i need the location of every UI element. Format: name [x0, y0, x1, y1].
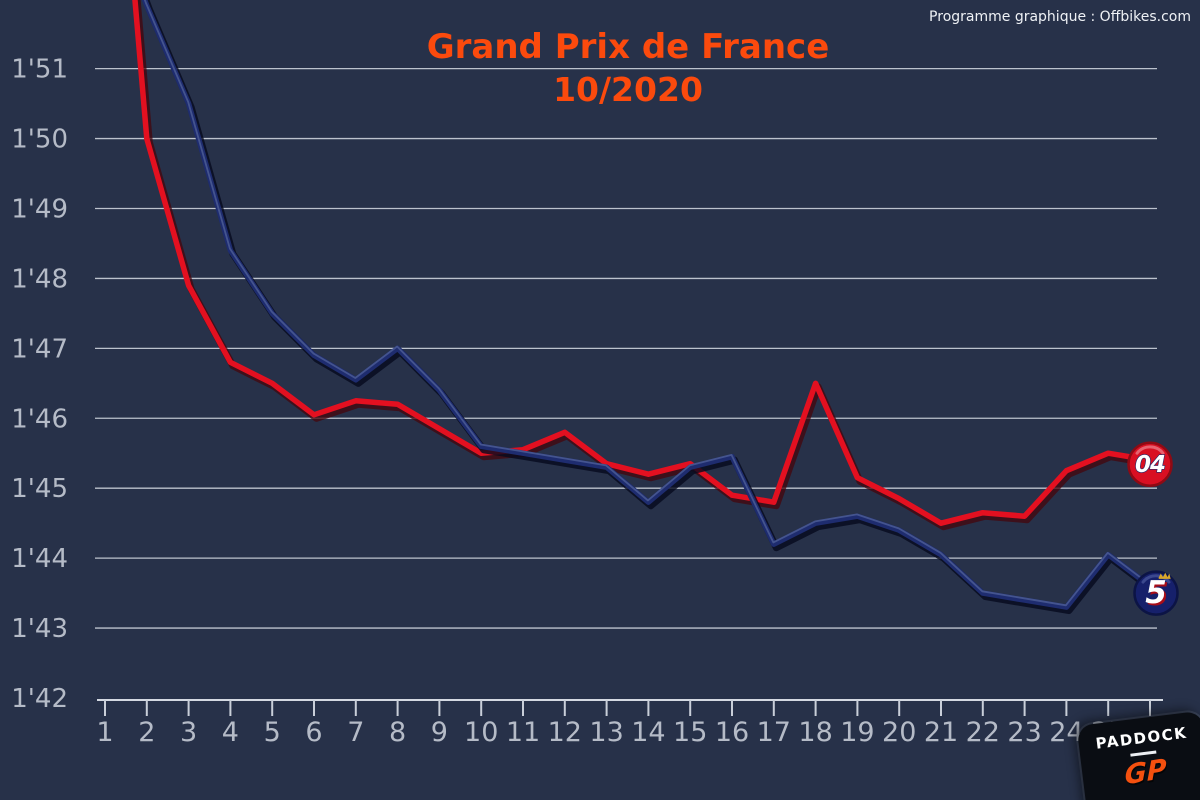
x-axis-label: 18 — [798, 717, 832, 748]
crown-icon — [1158, 572, 1171, 579]
x-axis-label: 9 — [431, 717, 448, 748]
x-axis-label: 3 — [180, 717, 197, 748]
rider-badge-04: 04 — [1127, 441, 1173, 487]
x-axis-label: 10 — [464, 717, 498, 748]
x-axis-label: 15 — [673, 717, 707, 748]
x-axis-label: 5 — [264, 717, 281, 748]
rider-badge-circle-04 — [1127, 441, 1173, 487]
y-axis-label: 1'44 — [11, 544, 68, 574]
y-axis-label: 1'42 — [11, 684, 68, 714]
x-axis-label: 13 — [589, 717, 623, 748]
paddock-logo-text: PADDOCK — [1094, 723, 1189, 753]
series-line-highlight-5 — [143, 0, 1151, 607]
x-axis-label: 23 — [1007, 717, 1041, 748]
x-axis-group: 1234567891011121314151617181920212223242… — [96, 699, 1167, 748]
y-axis-label: 1'46 — [11, 404, 68, 434]
series-lines-group — [132, 0, 1156, 615]
paddockgp-logo: PADDOCK GP — [1076, 710, 1200, 800]
x-axis-label: 11 — [506, 717, 540, 748]
y-axis-labels-group: 1'51 1'50 1'49 1'48 1'47 1'46 1'45 1'44 1'43 1'42 — [11, 55, 68, 714]
x-axis-label: 20 — [882, 717, 916, 748]
x-axis-label: 7 — [347, 717, 364, 748]
x-axis-label: 14 — [631, 717, 665, 748]
x-axis-label: 8 — [389, 717, 406, 748]
rider-badges-group: 04 55 — [1127, 441, 1179, 616]
y-axis-label: 1'47 — [11, 334, 68, 364]
x-axis-label: 17 — [757, 717, 791, 748]
rider-number-5-shadow: 5 — [1147, 577, 1169, 613]
gp-logo-text: GP — [1124, 753, 1167, 792]
series-line-04 — [132, 0, 1153, 526]
badge-gloss-highlight — [1141, 574, 1171, 584]
rider-number-04: 04 — [1135, 452, 1165, 478]
x-axis-label: 21 — [924, 717, 958, 748]
series-line-5 — [141, 0, 1153, 610]
x-axis-label: 19 — [840, 717, 874, 748]
x-axis-label: 12 — [548, 717, 582, 748]
badge-gloss-highlight — [1135, 445, 1165, 455]
x-axis-label: 4 — [222, 717, 239, 748]
y-axis-label: 1'50 — [11, 125, 68, 155]
x-axis-label: 2 — [138, 717, 155, 748]
y-axis-label: 1'43 — [11, 614, 68, 644]
gridlines-group — [95, 67, 1157, 629]
x-axis-label: 6 — [305, 717, 322, 748]
rider-badge-5: 55 — [1133, 570, 1179, 616]
chart-title: Grand Prix de France — [427, 27, 830, 67]
chart-subtitle: 10/2020 — [553, 70, 703, 109]
credit-text: Programme graphique : Offbikes.com — [929, 9, 1191, 25]
y-axis-label: 1'45 — [11, 474, 68, 504]
x-axis-label: 1 — [96, 717, 113, 748]
rider-number-5: 5 — [1145, 575, 1167, 611]
x-axis-label: 22 — [966, 717, 1000, 748]
rider-badge-circle-5 — [1133, 570, 1179, 616]
y-axis-label: 1'51 — [11, 55, 68, 85]
y-axis-label: 1'49 — [11, 194, 68, 224]
y-axis-label: 1'48 — [11, 264, 68, 294]
x-axis-label: 16 — [715, 717, 749, 748]
